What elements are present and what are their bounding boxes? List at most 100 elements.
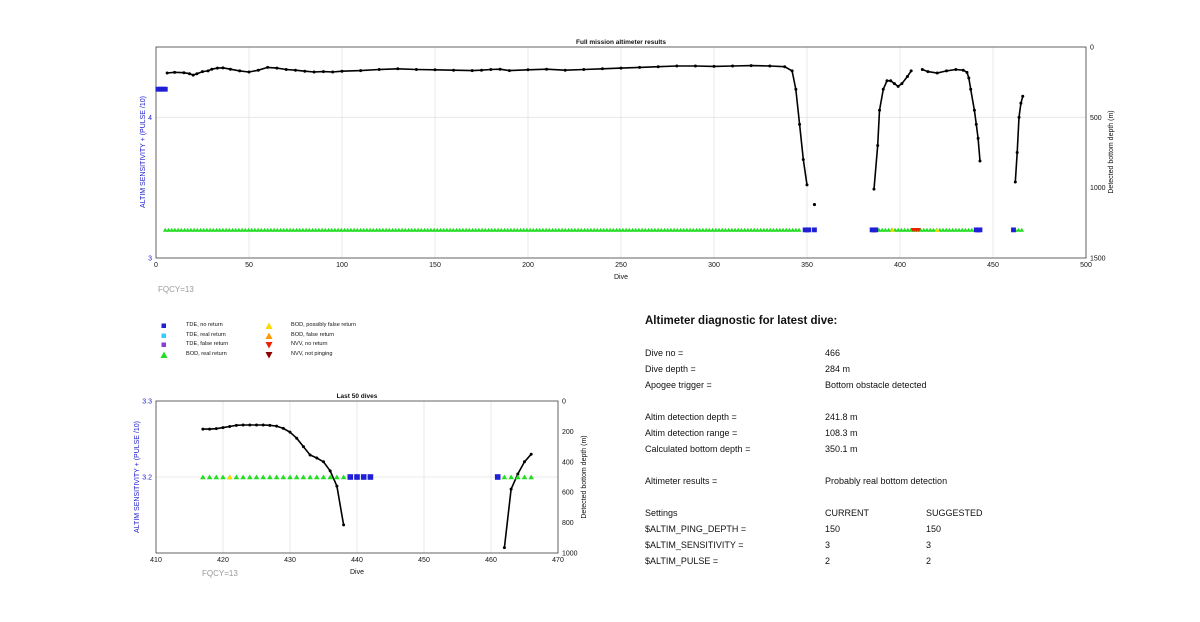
top-chart-grid xyxy=(156,47,1086,258)
bod-real-marker xyxy=(258,227,264,232)
bod-real-marker xyxy=(367,227,373,232)
bod-real-marker xyxy=(908,227,914,232)
bod-real-marker xyxy=(201,227,207,232)
legend-label: TDE, real return xyxy=(186,331,226,338)
depth-point xyxy=(920,68,924,72)
bod-real-marker xyxy=(521,227,527,232)
bod-real-marker xyxy=(380,227,386,232)
bottom-chart-title: Last 50 dives xyxy=(337,393,378,400)
depth-point xyxy=(288,430,292,434)
bod-real-marker xyxy=(431,227,437,232)
depth-point xyxy=(331,70,335,74)
bod-real-marker xyxy=(242,227,248,232)
depth-line xyxy=(202,424,345,526)
bod-real-marker xyxy=(191,227,197,232)
depth-point xyxy=(885,79,889,83)
bod-real-marker xyxy=(902,227,908,232)
bod-real-marker xyxy=(252,227,258,232)
depth-point xyxy=(315,456,319,460)
bottom-chart-ylabel-right: Detected bottom depth (m) xyxy=(581,435,588,518)
depth-point xyxy=(256,68,260,72)
bod-marker xyxy=(260,474,266,480)
y-right-tick-label: 0 xyxy=(1090,45,1094,52)
chart-legend: TDE, no return TDE, real return TDE, false… xyxy=(160,322,420,362)
bod-real-marker xyxy=(486,227,491,232)
bod-real-marker xyxy=(697,227,703,232)
bottom-chart-x-ticks: 410 420 430 440 450 460 470 xyxy=(150,557,564,564)
bod-real-marker xyxy=(556,227,562,232)
depth-point xyxy=(275,66,279,70)
bod-real-marker xyxy=(345,227,351,232)
depth-point xyxy=(881,87,885,91)
y-right-tick-label: 200 xyxy=(562,429,574,436)
y-right-tick-label: 500 xyxy=(1090,115,1102,122)
bod-real-marker xyxy=(652,227,658,232)
bod-real-marker xyxy=(310,227,315,232)
sensitivity-label: $ALTIM_SENSITIVITY = xyxy=(645,540,744,550)
suggested-header: SUGGESTED xyxy=(926,508,983,518)
depth-point xyxy=(182,71,186,75)
sensitivity-row: $ALTIM_SENSITIVITY = 3 3 xyxy=(645,540,1185,552)
bod-real-marker xyxy=(262,227,267,232)
depth-point xyxy=(935,71,939,75)
x-tick-label: 420 xyxy=(217,557,229,564)
last-50-dives-chart: Last 50 dives Dive ALTIM SENSITIVITY + (… xyxy=(134,393,588,578)
depth-point xyxy=(967,76,971,80)
depth-point xyxy=(328,469,332,473)
bod-real-marker xyxy=(463,227,469,232)
tde-marker xyxy=(162,86,168,92)
dive-no-label: Dive no = xyxy=(645,348,684,358)
depth-point xyxy=(1017,115,1021,119)
depth-line xyxy=(1014,95,1024,183)
depth-line xyxy=(922,68,981,161)
top-chart-xlabel: Dive xyxy=(614,274,628,281)
depth-point xyxy=(965,70,969,74)
bod-real-marker xyxy=(351,227,357,232)
bod-real-marker xyxy=(306,227,312,232)
bod-real-marker xyxy=(290,227,296,232)
top-chart-x-ticks: 0 50 100 150 200 250 300 350 400 450 500 xyxy=(154,262,1092,269)
bod-real-marker xyxy=(591,227,597,232)
bod-real-marker xyxy=(761,227,767,232)
depth-point xyxy=(335,484,339,488)
bod-real-marker xyxy=(166,227,171,232)
bod-real-marker xyxy=(505,227,511,232)
bottom-chart-xlabel: Dive xyxy=(350,569,364,576)
dive-no-row: Dive no = 466 xyxy=(645,348,1185,360)
ping-depth-current: 150 xyxy=(825,524,841,534)
bod-real-marker xyxy=(646,227,651,232)
bod-real-marker xyxy=(313,227,319,232)
bod-real-marker xyxy=(489,227,495,232)
bod-real-marker xyxy=(626,227,632,232)
bod-real-marker xyxy=(540,227,546,232)
bod-marker xyxy=(320,474,327,480)
sensitivity-current: 3 xyxy=(825,540,831,550)
depth-point xyxy=(238,69,242,73)
bod-real-marker xyxy=(454,227,459,232)
bod-real-marker xyxy=(271,227,277,232)
depth-point xyxy=(208,427,212,431)
bod-marker xyxy=(521,474,528,480)
x-tick-label: 430 xyxy=(284,557,296,564)
bod-real-marker xyxy=(169,227,175,232)
bod-real-marker xyxy=(921,227,927,232)
bod-marker xyxy=(253,474,260,480)
depth-point xyxy=(187,72,191,76)
depth-point xyxy=(974,122,978,126)
depth-point xyxy=(294,68,297,72)
pulse-current: 2 xyxy=(825,556,831,566)
bod-real-marker xyxy=(297,227,303,232)
bod-real-marker xyxy=(415,227,421,232)
legend-triangle xyxy=(265,322,273,329)
tde-marker xyxy=(367,474,374,480)
bod-real-marker xyxy=(281,227,287,232)
bod-real-marker xyxy=(966,227,972,232)
bod-real-marker xyxy=(284,227,290,232)
legend-square xyxy=(161,333,166,338)
depth-point xyxy=(295,436,299,440)
bod-real-marker xyxy=(322,227,328,232)
bottom-chart-y-ticks: 3.2 3.3 0 200 400 600 800 1000 xyxy=(142,399,577,558)
settings-label: Settings xyxy=(645,508,678,518)
bod-real-marker xyxy=(716,227,722,232)
x-tick-label: 440 xyxy=(351,557,363,564)
